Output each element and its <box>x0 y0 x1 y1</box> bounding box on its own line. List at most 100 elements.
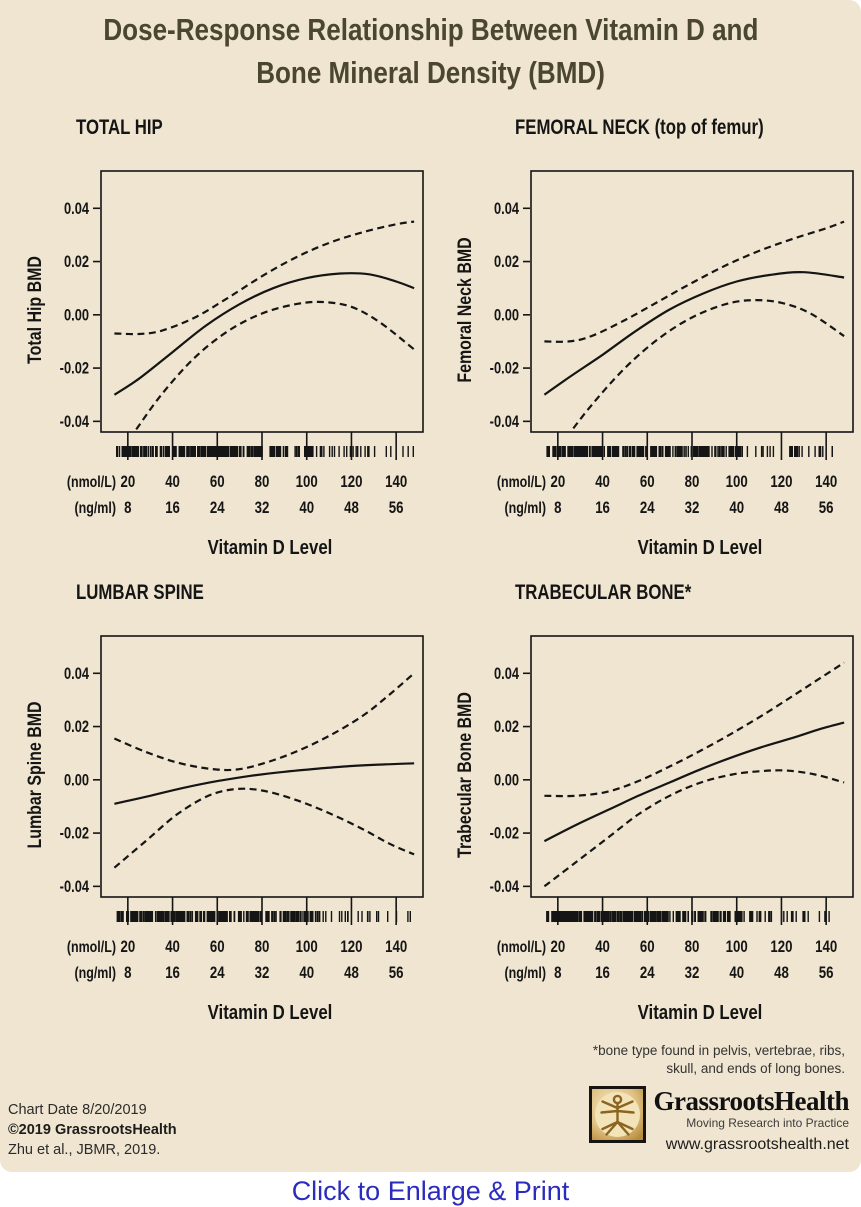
x-unit-ngml: (ng/ml) <box>74 965 116 983</box>
plot-box <box>100 170 424 433</box>
y-tick-label: 0.04 <box>494 665 520 683</box>
rug-marks <box>116 911 411 922</box>
series-estimate <box>543 721 845 843</box>
series-group <box>113 220 415 431</box>
x-axis-label: Vitamin D Level <box>208 1001 333 1024</box>
x-tick-label-ngml: 40 <box>299 964 314 983</box>
x-unit-nmol: (nmol/L) <box>67 474 116 492</box>
x-tick-label-nmol: 100 <box>726 938 748 957</box>
x-tick-label-nmol: 100 <box>296 938 318 957</box>
x-tick-label-nmol: 100 <box>726 473 748 492</box>
x-tick-label-nmol: 120 <box>340 938 362 957</box>
y-tick-label: 0.00 <box>64 772 89 790</box>
x-tick-label-nmol: 60 <box>210 938 225 957</box>
svg-text:TOTAL HIP: TOTAL HIP <box>76 116 163 139</box>
x-tick-label-ngml: 48 <box>774 964 789 983</box>
y-axis: 0.04 0.02 0.00 -0.02 -0.04 <box>490 665 530 896</box>
panel-title: TRABECULAR BONE* <box>515 581 692 604</box>
x-tick-label-nmol: 120 <box>770 473 792 492</box>
trabecular-bone-chart-svg: TRABECULAR BONE* Trabecular Bone BMD 0.04 0… <box>454 581 854 1023</box>
y-axis-label: Total Hip BMD <box>24 256 46 364</box>
panel-title: TOTAL HIP <box>76 116 163 139</box>
x-tick-label-ngml: 48 <box>774 499 789 518</box>
page-title: Dose-Response Relationship Between Vitam… <box>0 8 861 94</box>
x-tick-label-ngml: 56 <box>389 499 404 518</box>
y-axis: 0.04 0.02 0.00 -0.02 -0.04 <box>60 200 100 431</box>
x-tick-label-ngml: 8 <box>124 964 131 983</box>
y-tick-label: 0.00 <box>494 307 519 325</box>
total-hip-chart-svg: TOTAL HIP Total Hip BMD 0.04 0.02 0.00 -0.02 -… <box>24 116 424 559</box>
y-tick-label: -0.02 <box>60 825 89 843</box>
x-axis: 20 8 40 16 60 24 80 32 100 40 120 48 140 56 (nmol/L) (n… <box>67 432 407 517</box>
x-axis: 20 8 40 16 60 24 80 32 100 40 120 48 140 56 (nmol/L) (n… <box>67 897 407 982</box>
x-tick-label-ngml: 24 <box>210 499 225 518</box>
y-tick-label: 0.04 <box>64 200 90 218</box>
x-tick-label-ngml: 40 <box>729 499 744 518</box>
plot-box <box>530 635 854 898</box>
x-tick-label-ngml: 24 <box>210 964 225 983</box>
footnote-line2: skull, and ends of long bones. <box>666 1061 845 1076</box>
y-tick-label: -0.04 <box>60 878 90 896</box>
x-tick-label-nmol: 20 <box>550 473 565 492</box>
chart-panel-trabecular-bone: TRABECULAR BONE* Trabecular Bone BMD 0.04 0… <box>450 575 860 1035</box>
x-tick-label-ngml: 8 <box>124 499 131 518</box>
y-axis-label: Trabecular Bone BMD <box>454 692 476 858</box>
rug-marks <box>546 911 830 922</box>
x-tick-label-nmol: 80 <box>685 473 700 492</box>
y-tick-label: -0.02 <box>490 825 519 843</box>
y-tick-label: 0.04 <box>64 665 90 683</box>
x-tick-label-ngml: 16 <box>165 964 180 983</box>
y-axis-label: Femoral Neck BMD <box>454 237 476 382</box>
trabecular-footnote: *bone type found in pelvis, vertebrae, r… <box>593 1042 845 1078</box>
plot-box <box>100 635 424 898</box>
x-tick-label-ngml: 32 <box>685 964 700 983</box>
y-tick-label: 0.00 <box>494 772 519 790</box>
chart-date: Chart Date 8/20/2019 <box>8 1102 147 1118</box>
series-estimate <box>114 762 415 805</box>
y-tick-label: 0.00 <box>64 307 89 325</box>
panel-title: FEMORAL NECK (top of femur) <box>515 116 764 139</box>
x-unit-ngml: (ng/ml) <box>504 965 546 983</box>
plot-box <box>530 170 854 433</box>
series-estimate <box>543 271 845 396</box>
x-tick-label-nmol: 20 <box>120 473 135 492</box>
x-tick-label-ngml: 40 <box>299 499 314 518</box>
copyright: ©2019 GrassrootsHealth <box>8 1122 177 1138</box>
y-tick-label: 0.02 <box>64 254 89 272</box>
x-unit-ngml: (ng/ml) <box>504 500 546 518</box>
x-tick-label-ngml: 56 <box>819 964 834 983</box>
x-unit-nmol: (nmol/L) <box>67 939 116 957</box>
svg-text:FEMORAL NECK (top of femur): FEMORAL NECK (top of femur) <box>515 116 764 139</box>
x-tick-label-nmol: 40 <box>595 473 610 492</box>
y-tick-label: -0.02 <box>60 360 89 378</box>
series-upper-ci <box>113 672 415 772</box>
lumbar-spine-chart-svg: LUMBAR SPINE Lumbar Spine BMD 0.04 0.02 0.00… <box>24 581 424 1024</box>
series-estimate <box>113 272 415 396</box>
x-tick-label-ngml: 8 <box>554 499 561 518</box>
chart-panel-total-hip: TOTAL HIP Total Hip BMD 0.04 0.02 0.00 -0.02 -… <box>20 110 430 570</box>
x-tick-label-nmol: 140 <box>385 473 407 492</box>
x-axis-label: Vitamin D Level <box>208 536 333 559</box>
x-tick-label-nmol: 40 <box>165 938 180 957</box>
x-tick-label-nmol: 80 <box>685 938 700 957</box>
x-tick-label-nmol: 120 <box>770 938 792 957</box>
x-axis-label: Vitamin D Level <box>638 536 763 559</box>
x-unit-nmol: (nmol/L) <box>497 474 546 492</box>
series-upper-ci <box>544 220 845 343</box>
x-unit-nmol: (nmol/L) <box>497 939 546 957</box>
y-tick-label: 0.02 <box>64 719 89 737</box>
x-tick-label-nmol: 140 <box>385 938 407 957</box>
enlarge-print-link[interactable]: Click to Enlarge & Print <box>291 1176 570 1206</box>
x-tick-label-nmol: 60 <box>210 473 225 492</box>
x-tick-label-ngml: 32 <box>255 499 270 518</box>
x-tick-label-ngml: 40 <box>729 964 744 983</box>
x-tick-label-nmol: 80 <box>255 938 270 957</box>
series-upper-ci <box>544 661 845 798</box>
y-tick-label: -0.04 <box>60 413 90 431</box>
x-tick-label-nmol: 40 <box>595 938 610 957</box>
x-tick-label-nmol: 100 <box>296 473 318 492</box>
x-tick-label-nmol: 20 <box>550 938 565 957</box>
grassrootshealth-logo: GrassrootsHealth Moving Research into Pr… <box>588 1086 849 1156</box>
svg-text:TRABECULAR BONE*: TRABECULAR BONE* <box>515 581 692 604</box>
